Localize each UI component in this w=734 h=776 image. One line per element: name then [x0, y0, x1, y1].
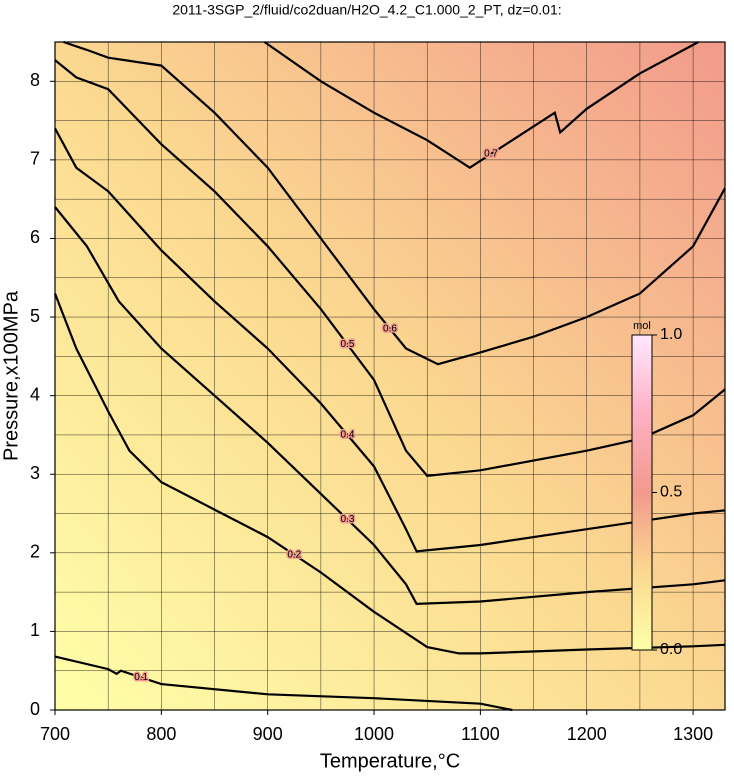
- x-tick-label: 800: [146, 724, 176, 744]
- colorbar-tick-label: 0.0: [660, 641, 682, 658]
- contour-line: [263, 41, 699, 170]
- contour-label: 0.5: [341, 339, 355, 350]
- x-tick-label: 1100: [461, 724, 500, 744]
- colorbar-tick-label: 1.0: [660, 326, 682, 343]
- y-tick-label: 5: [30, 306, 40, 326]
- contour-label: 0.7: [484, 149, 498, 160]
- x-tick-label: 700: [40, 724, 70, 744]
- chart-title: 2011-3SGP_2/fluid/co2duan/H2O_4.2_C1.000…: [172, 2, 561, 18]
- y-tick-label: 4: [30, 384, 40, 404]
- contour-label: 0.6: [383, 323, 397, 334]
- contour-label: 0.2: [287, 549, 301, 560]
- contour-line: [54, 59, 726, 477]
- x-axis-label: Temperature,°C: [320, 750, 460, 772]
- plot-background: [55, 42, 725, 710]
- contour-line: [54, 655, 513, 712]
- contour-label: 0.4: [341, 430, 355, 441]
- contour-line: [53, 293, 726, 655]
- y-tick-label: 2: [30, 542, 40, 562]
- y-tick-label: 3: [30, 463, 40, 483]
- colorbar: [631, 334, 653, 651]
- contour-line: [54, 127, 726, 553]
- y-axis-label: Pressure,x100MPa: [0, 290, 22, 461]
- y-tick-label: 6: [30, 227, 40, 247]
- y-tick-label: 0: [30, 699, 40, 719]
- y-tick-label: 1: [30, 620, 40, 640]
- y-tick-label: 8: [30, 70, 40, 90]
- contour-label: 0.1: [134, 672, 148, 683]
- x-tick-label: 1300: [673, 724, 713, 744]
- x-tick-label: 1200: [567, 724, 607, 744]
- x-tick-label: 900: [253, 724, 283, 744]
- x-tick-label: 1000: [354, 724, 394, 744]
- contour-line: [54, 206, 726, 606]
- plot-frame: [54, 41, 726, 711]
- colorbar-tick-label: 0.5: [660, 484, 682, 501]
- contour-label: 0.3: [341, 514, 355, 525]
- y-tick-label: 7: [30, 149, 40, 169]
- contour-line: [63, 40, 726, 366]
- colorbar-label: mol: [633, 320, 651, 332]
